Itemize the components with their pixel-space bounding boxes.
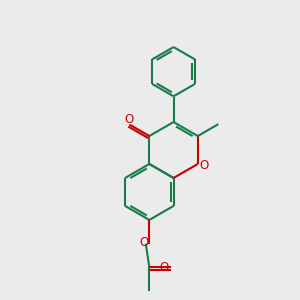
- Text: O: O: [200, 159, 209, 172]
- Text: O: O: [125, 113, 134, 126]
- Text: O: O: [140, 236, 149, 249]
- Text: O: O: [159, 261, 168, 274]
